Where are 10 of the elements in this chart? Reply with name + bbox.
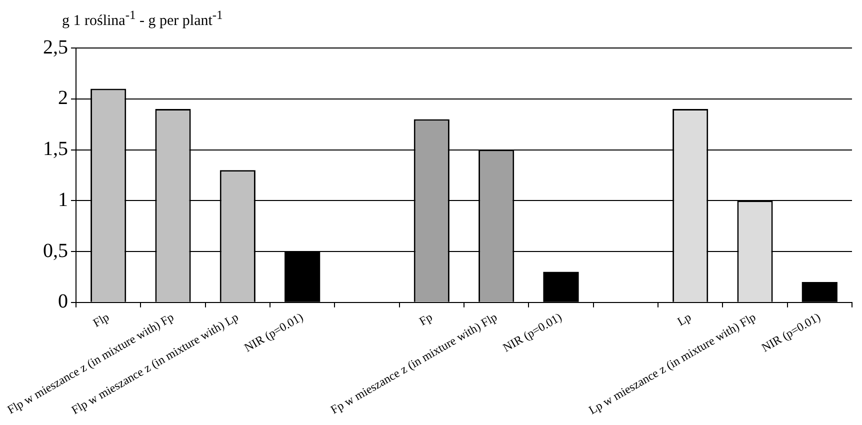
- y-tick-label: 1,5: [43, 138, 68, 160]
- x-tick-label: Lp: [674, 310, 694, 329]
- y-tick-label: 2: [58, 87, 68, 110]
- x-tick-label: Fp: [416, 310, 435, 328]
- y-tick-label: 0: [58, 290, 68, 313]
- y-tick-label: 1: [58, 188, 68, 211]
- y-tick-label: 0,5: [43, 240, 68, 262]
- y-axis-title: g 1 roślina$^{-1}$ - g per plant$^{-1}$: [62, 8, 223, 30]
- x-tick-label: Flp: [90, 310, 112, 330]
- y-tick-label: 2,5: [43, 36, 68, 58]
